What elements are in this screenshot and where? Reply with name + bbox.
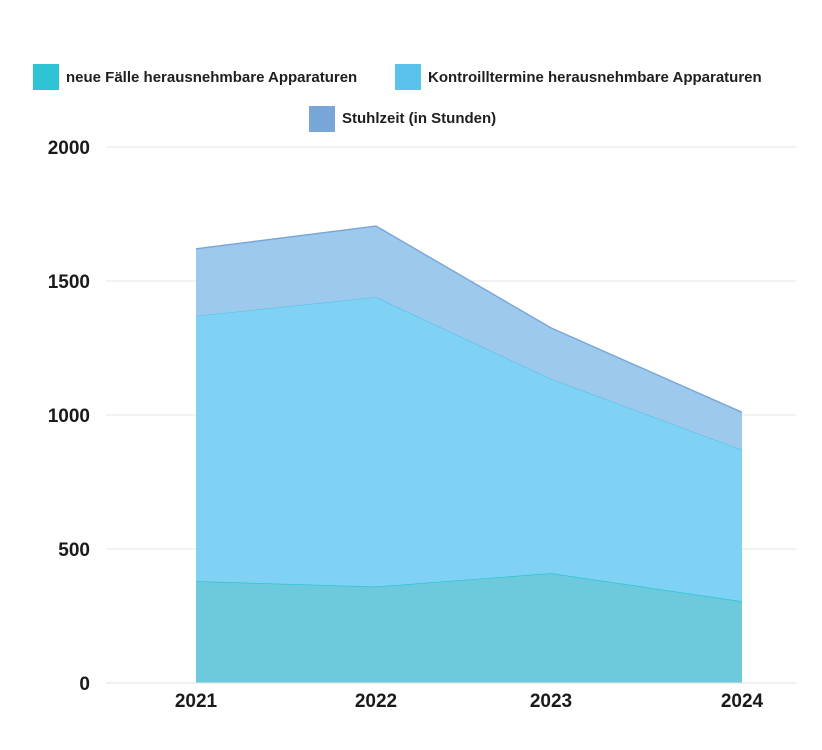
x-tick-label: 2024 bbox=[721, 691, 764, 712]
x-axis: 2021 2022 2023 2024 bbox=[175, 691, 764, 712]
area-series-1 bbox=[196, 297, 742, 602]
y-tick-label: 1000 bbox=[48, 406, 90, 427]
y-tick-label: 1500 bbox=[48, 272, 90, 293]
legend-label-series-0: neue Fälle herausnehmbare Apparaturen bbox=[66, 69, 357, 86]
plot-area bbox=[106, 225, 796, 684]
y-axis: 0 500 1000 1500 2000 bbox=[48, 138, 90, 695]
x-tick-label: 2022 bbox=[355, 691, 397, 712]
legend-swatch-series-2 bbox=[309, 106, 335, 132]
legend-label-series-1: Kontroilltermine herausnehmbare Apparatu… bbox=[428, 69, 762, 86]
legend: neue Fälle herausnehmbare Apparaturen Ko… bbox=[33, 64, 762, 132]
legend-swatch-series-0 bbox=[33, 64, 59, 90]
area-edge-series-2 bbox=[195, 225, 743, 413]
y-tick-label: 2000 bbox=[48, 138, 90, 159]
x-tick-label: 2023 bbox=[530, 691, 572, 712]
legend-swatch-series-1 bbox=[395, 64, 421, 90]
x-tick-label: 2021 bbox=[175, 691, 218, 712]
legend-label-series-2: Stuhlzeit (in Stunden) bbox=[342, 110, 496, 127]
y-tick-label: 0 bbox=[79, 674, 90, 695]
area-series-2 bbox=[196, 226, 742, 450]
y-tick-label: 500 bbox=[58, 540, 90, 561]
area-series-0 bbox=[196, 573, 742, 683]
